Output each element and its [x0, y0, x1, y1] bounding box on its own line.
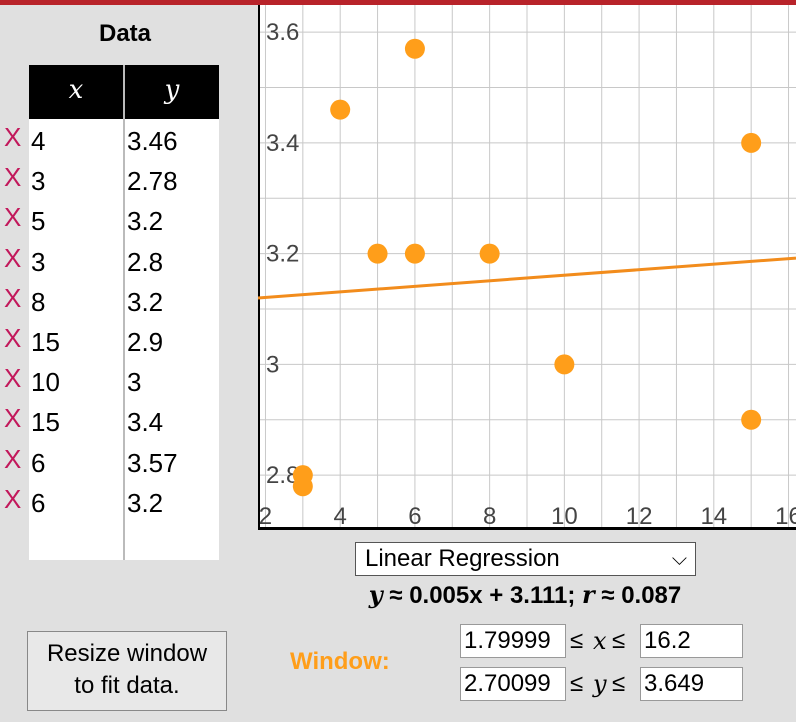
data-point — [292, 465, 313, 486]
regression-type-select[interactable]: Linear Regression ⌵ — [355, 542, 696, 576]
top-accent-strip — [0, 0, 796, 5]
y-min-input[interactable]: 2.70099 — [460, 667, 566, 701]
cell-x[interactable]: 3 — [31, 166, 46, 197]
scatter-plot[interactable]: 2 4 6 8 10 12 14 162.833.23.43.6 — [258, 5, 796, 530]
data-point — [367, 243, 388, 264]
resize-window-button[interactable]: Resize window to fit data. — [27, 631, 227, 711]
table-row: X 3 2.8 — [0, 243, 219, 283]
resize-button-line-1: Resize window — [46, 640, 208, 667]
data-point — [404, 243, 425, 264]
data-point — [330, 99, 351, 120]
y-tick-label: 3.2 — [266, 241, 299, 268]
y-tick-label: 3.6 — [266, 19, 299, 46]
equation-r-value: ≈ 0.087 — [594, 582, 682, 609]
cell-x[interactable]: 8 — [31, 286, 46, 317]
data-table-title: Data — [98, 20, 152, 47]
regression-equation: y ≈ 0.005x + 3.111; r ≈ 0.087 — [255, 580, 795, 610]
table-row: X 3 2.78 — [0, 162, 219, 202]
delete-row-icon[interactable]: X — [4, 122, 22, 152]
data-table: x y X 4 3.46 X 3 2.78 X 5 3.2 X 3 2.8 X 8 3.2 X 15 2.9 X 10… — [4, 65, 219, 560]
x-min-input[interactable]: 1.79999 — [460, 624, 566, 658]
delete-row-icon[interactable]: X — [4, 202, 22, 233]
cell-y[interactable]: 3.46 — [127, 126, 178, 156]
x-max-leq: ≤ — [612, 627, 626, 654]
cell-y[interactable]: 3.57 — [127, 447, 178, 478]
cell-x[interactable]: 15 — [31, 407, 60, 438]
data-point — [554, 354, 575, 375]
y-max-input[interactable]: 3.649 — [640, 667, 743, 701]
x-tick-label: 8 — [483, 503, 496, 530]
table-row: X 6 3.57 — [0, 444, 219, 484]
table-row: X 8 3.2 — [0, 283, 219, 323]
table-row: X 15 3.4 — [0, 403, 219, 443]
table-row: X 5 3.2 — [0, 202, 219, 242]
cell-x[interactable]: 6 — [31, 447, 46, 478]
delete-row-icon[interactable]: X — [4, 282, 22, 313]
y-max-leq: ≤ — [612, 670, 626, 697]
equation-formula: ≈ 0.005x + 3.111; — [382, 582, 583, 609]
cell-y[interactable]: 3.2 — [127, 286, 164, 317]
delete-row-icon[interactable]: X — [4, 363, 22, 394]
data-point — [479, 243, 500, 264]
delete-row-icon[interactable]: X — [4, 483, 22, 514]
x-tick-label: 16 — [775, 503, 796, 530]
x-tick-label: 12 — [626, 503, 653, 530]
cell-x[interactable]: 10 — [31, 367, 60, 398]
cell-y[interactable]: 3.4 — [127, 407, 164, 438]
delete-row-icon[interactable]: X — [4, 443, 22, 474]
table-row: X 15 2.9 — [0, 323, 219, 363]
x-window-symbol: x — [593, 627, 607, 655]
x-tick-label: 10 — [551, 503, 578, 530]
column-header-y: y — [125, 65, 219, 119]
y-tick-label: 3.4 — [266, 130, 299, 157]
y-min-leq: ≤ — [570, 670, 584, 697]
data-point — [741, 132, 762, 153]
cell-y[interactable]: 3 — [127, 367, 142, 398]
x-tick-label: 4 — [334, 503, 347, 530]
x-tick-label: 6 — [408, 503, 421, 530]
data-point — [404, 38, 425, 59]
column-header-x: x — [29, 65, 123, 119]
cell-y[interactable]: 3.2 — [127, 487, 164, 518]
chevron-down-icon: ⌵ — [671, 548, 687, 570]
cell-y[interactable]: 2.78 — [127, 166, 178, 197]
resize-button-line-2: to fit data. — [74, 672, 180, 699]
table-row: X 6 3.2 — [0, 484, 219, 524]
x-min-leq: ≤ — [570, 627, 584, 654]
table-row: X 4 3.46 — [0, 122, 219, 162]
y-tick-label: 3 — [266, 351, 279, 378]
regression-type-value: Linear Regression — [365, 545, 560, 572]
regression-line — [258, 256, 796, 300]
x-max-input[interactable]: 16.2 — [640, 624, 743, 658]
cell-y[interactable]: 2.9 — [127, 327, 164, 357]
x-tick-label: 14 — [700, 503, 727, 530]
delete-row-icon[interactable]: X — [4, 162, 22, 193]
equation-y-symbol: y — [368, 580, 383, 609]
cell-x[interactable]: 4 — [31, 126, 46, 156]
delete-row-icon[interactable]: X — [4, 242, 22, 273]
cell-x[interactable]: 15 — [31, 327, 60, 357]
cell-x[interactable]: 6 — [31, 487, 46, 518]
cell-y[interactable]: 2.8 — [127, 246, 164, 277]
y-window-symbol: y — [593, 670, 607, 698]
delete-row-icon[interactable]: X — [4, 323, 22, 353]
column-divider — [123, 65, 125, 560]
delete-row-icon[interactable]: X — [4, 403, 22, 434]
table-row: X 10 3 — [0, 363, 219, 403]
data-point — [741, 409, 762, 430]
cell-x[interactable]: 5 — [31, 206, 46, 237]
cell-y[interactable]: 3.2 — [127, 206, 164, 237]
equation-r-symbol: r — [582, 580, 595, 609]
cell-x[interactable]: 3 — [31, 246, 46, 277]
x-tick-label: 2 — [259, 503, 272, 530]
window-label: Window: — [290, 648, 390, 675]
